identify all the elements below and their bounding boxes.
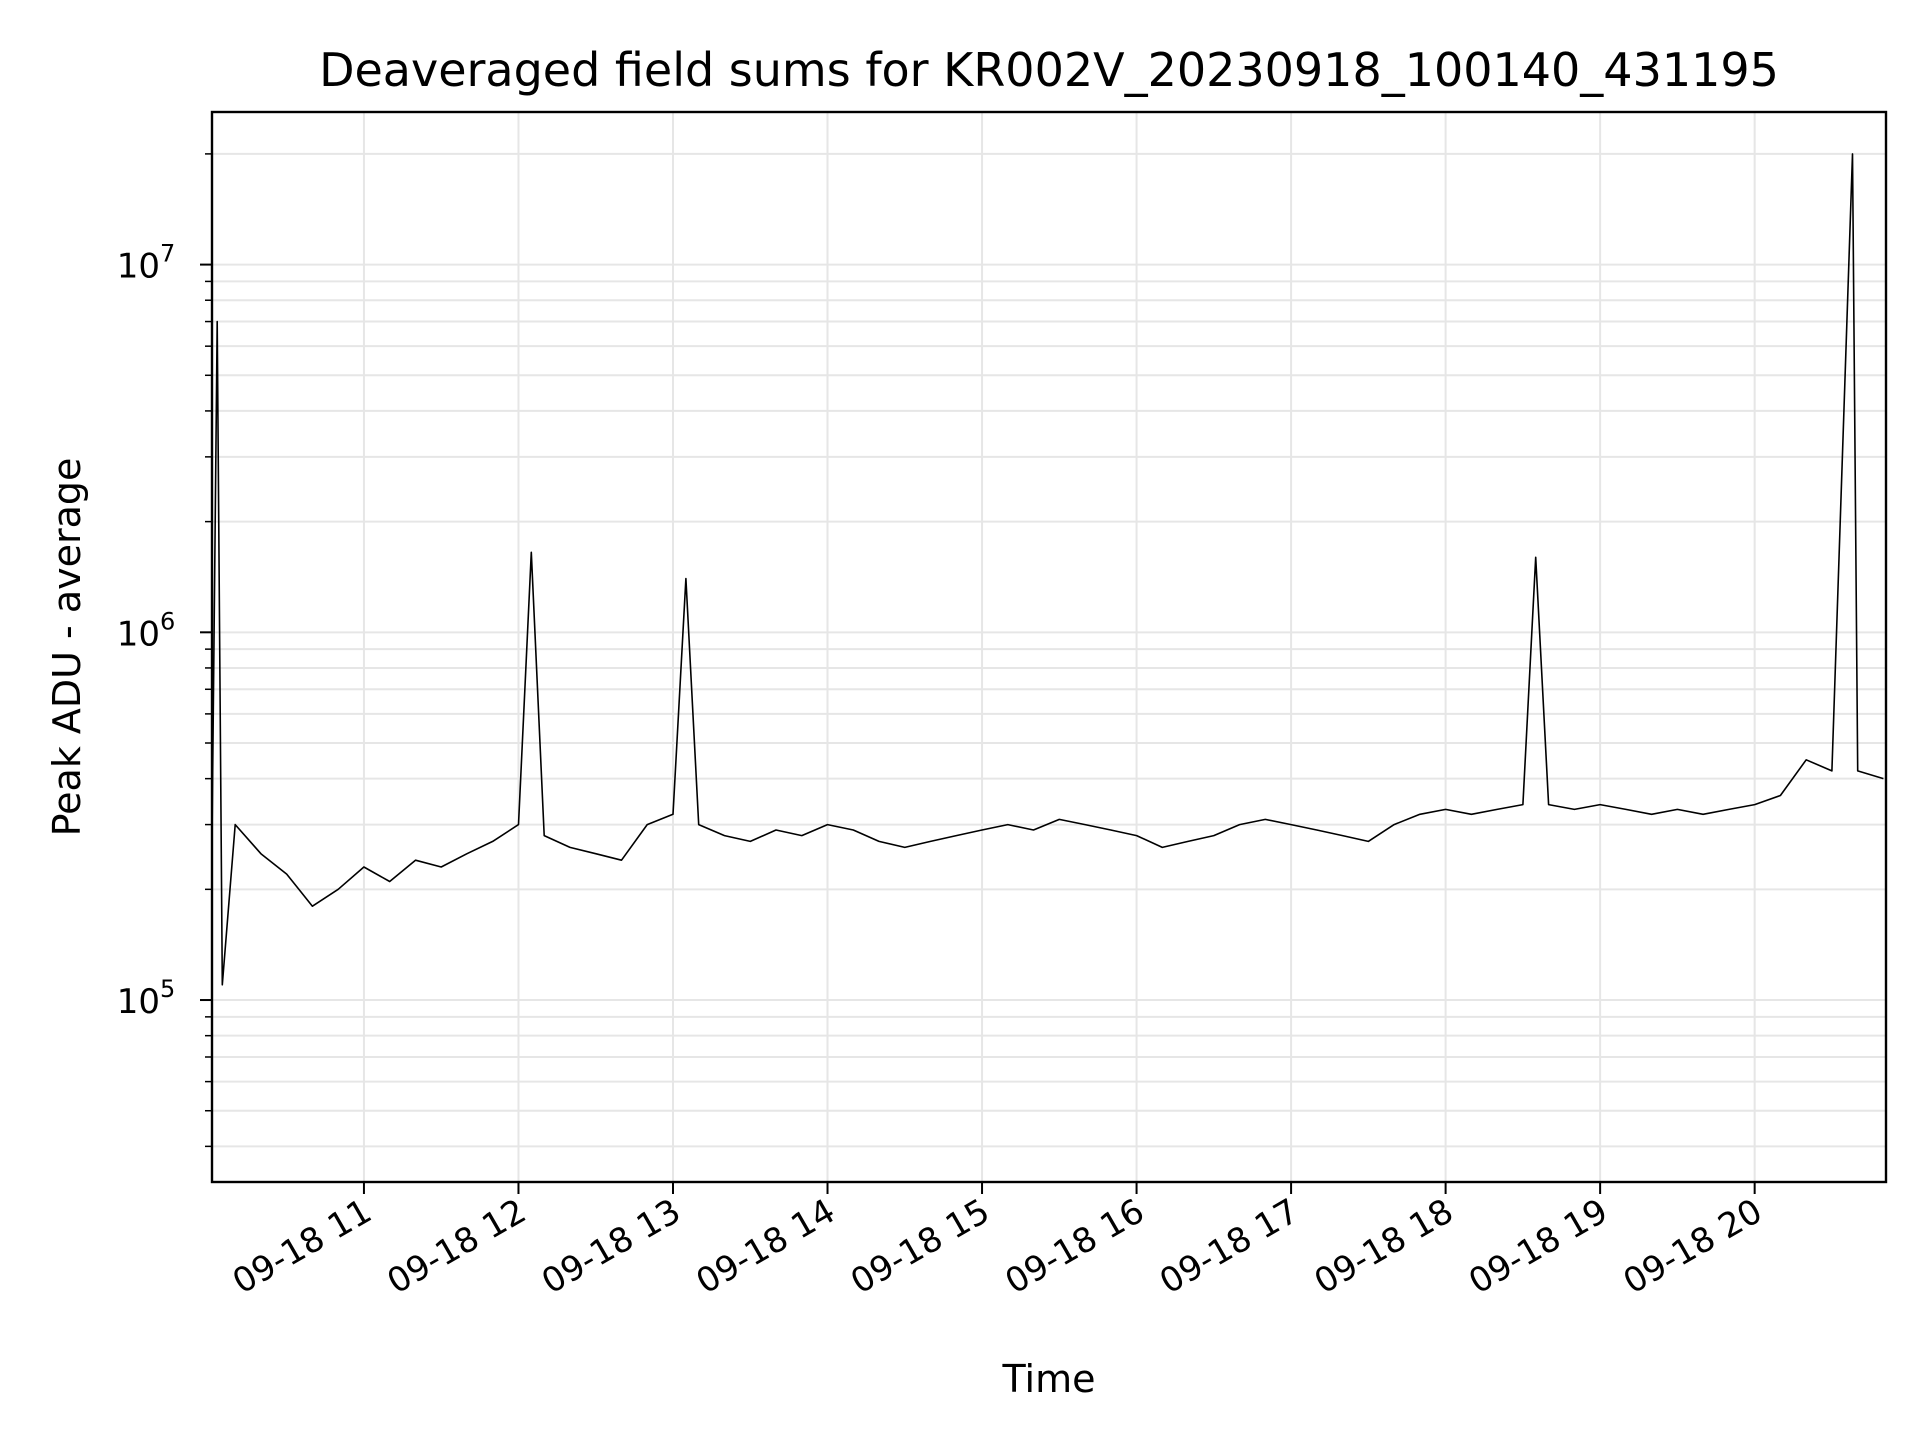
y-tick-label: 106 xyxy=(117,607,176,654)
chart-title: Deaveraged field sums for KR002V_2023091… xyxy=(319,43,1779,97)
grid-layer xyxy=(212,112,1886,1182)
y-tick-base: 10 xyxy=(117,982,160,1022)
y-tick-label: 107 xyxy=(117,240,176,287)
plot-frame xyxy=(210,110,1888,1184)
x-axis-label: Time xyxy=(1002,1357,1096,1401)
y-tick-base: 10 xyxy=(117,247,160,287)
series-line xyxy=(211,153,1884,986)
y-tick-exponent: 5 xyxy=(160,975,175,1003)
y-tick-label: 105 xyxy=(117,975,176,1022)
data-layer xyxy=(211,153,1884,986)
y-axis-label: Peak ADU - average xyxy=(45,458,89,837)
y-tick-base: 10 xyxy=(117,614,160,654)
y-tick-exponent: 7 xyxy=(160,240,175,268)
y-tick-exponent: 6 xyxy=(160,607,175,635)
